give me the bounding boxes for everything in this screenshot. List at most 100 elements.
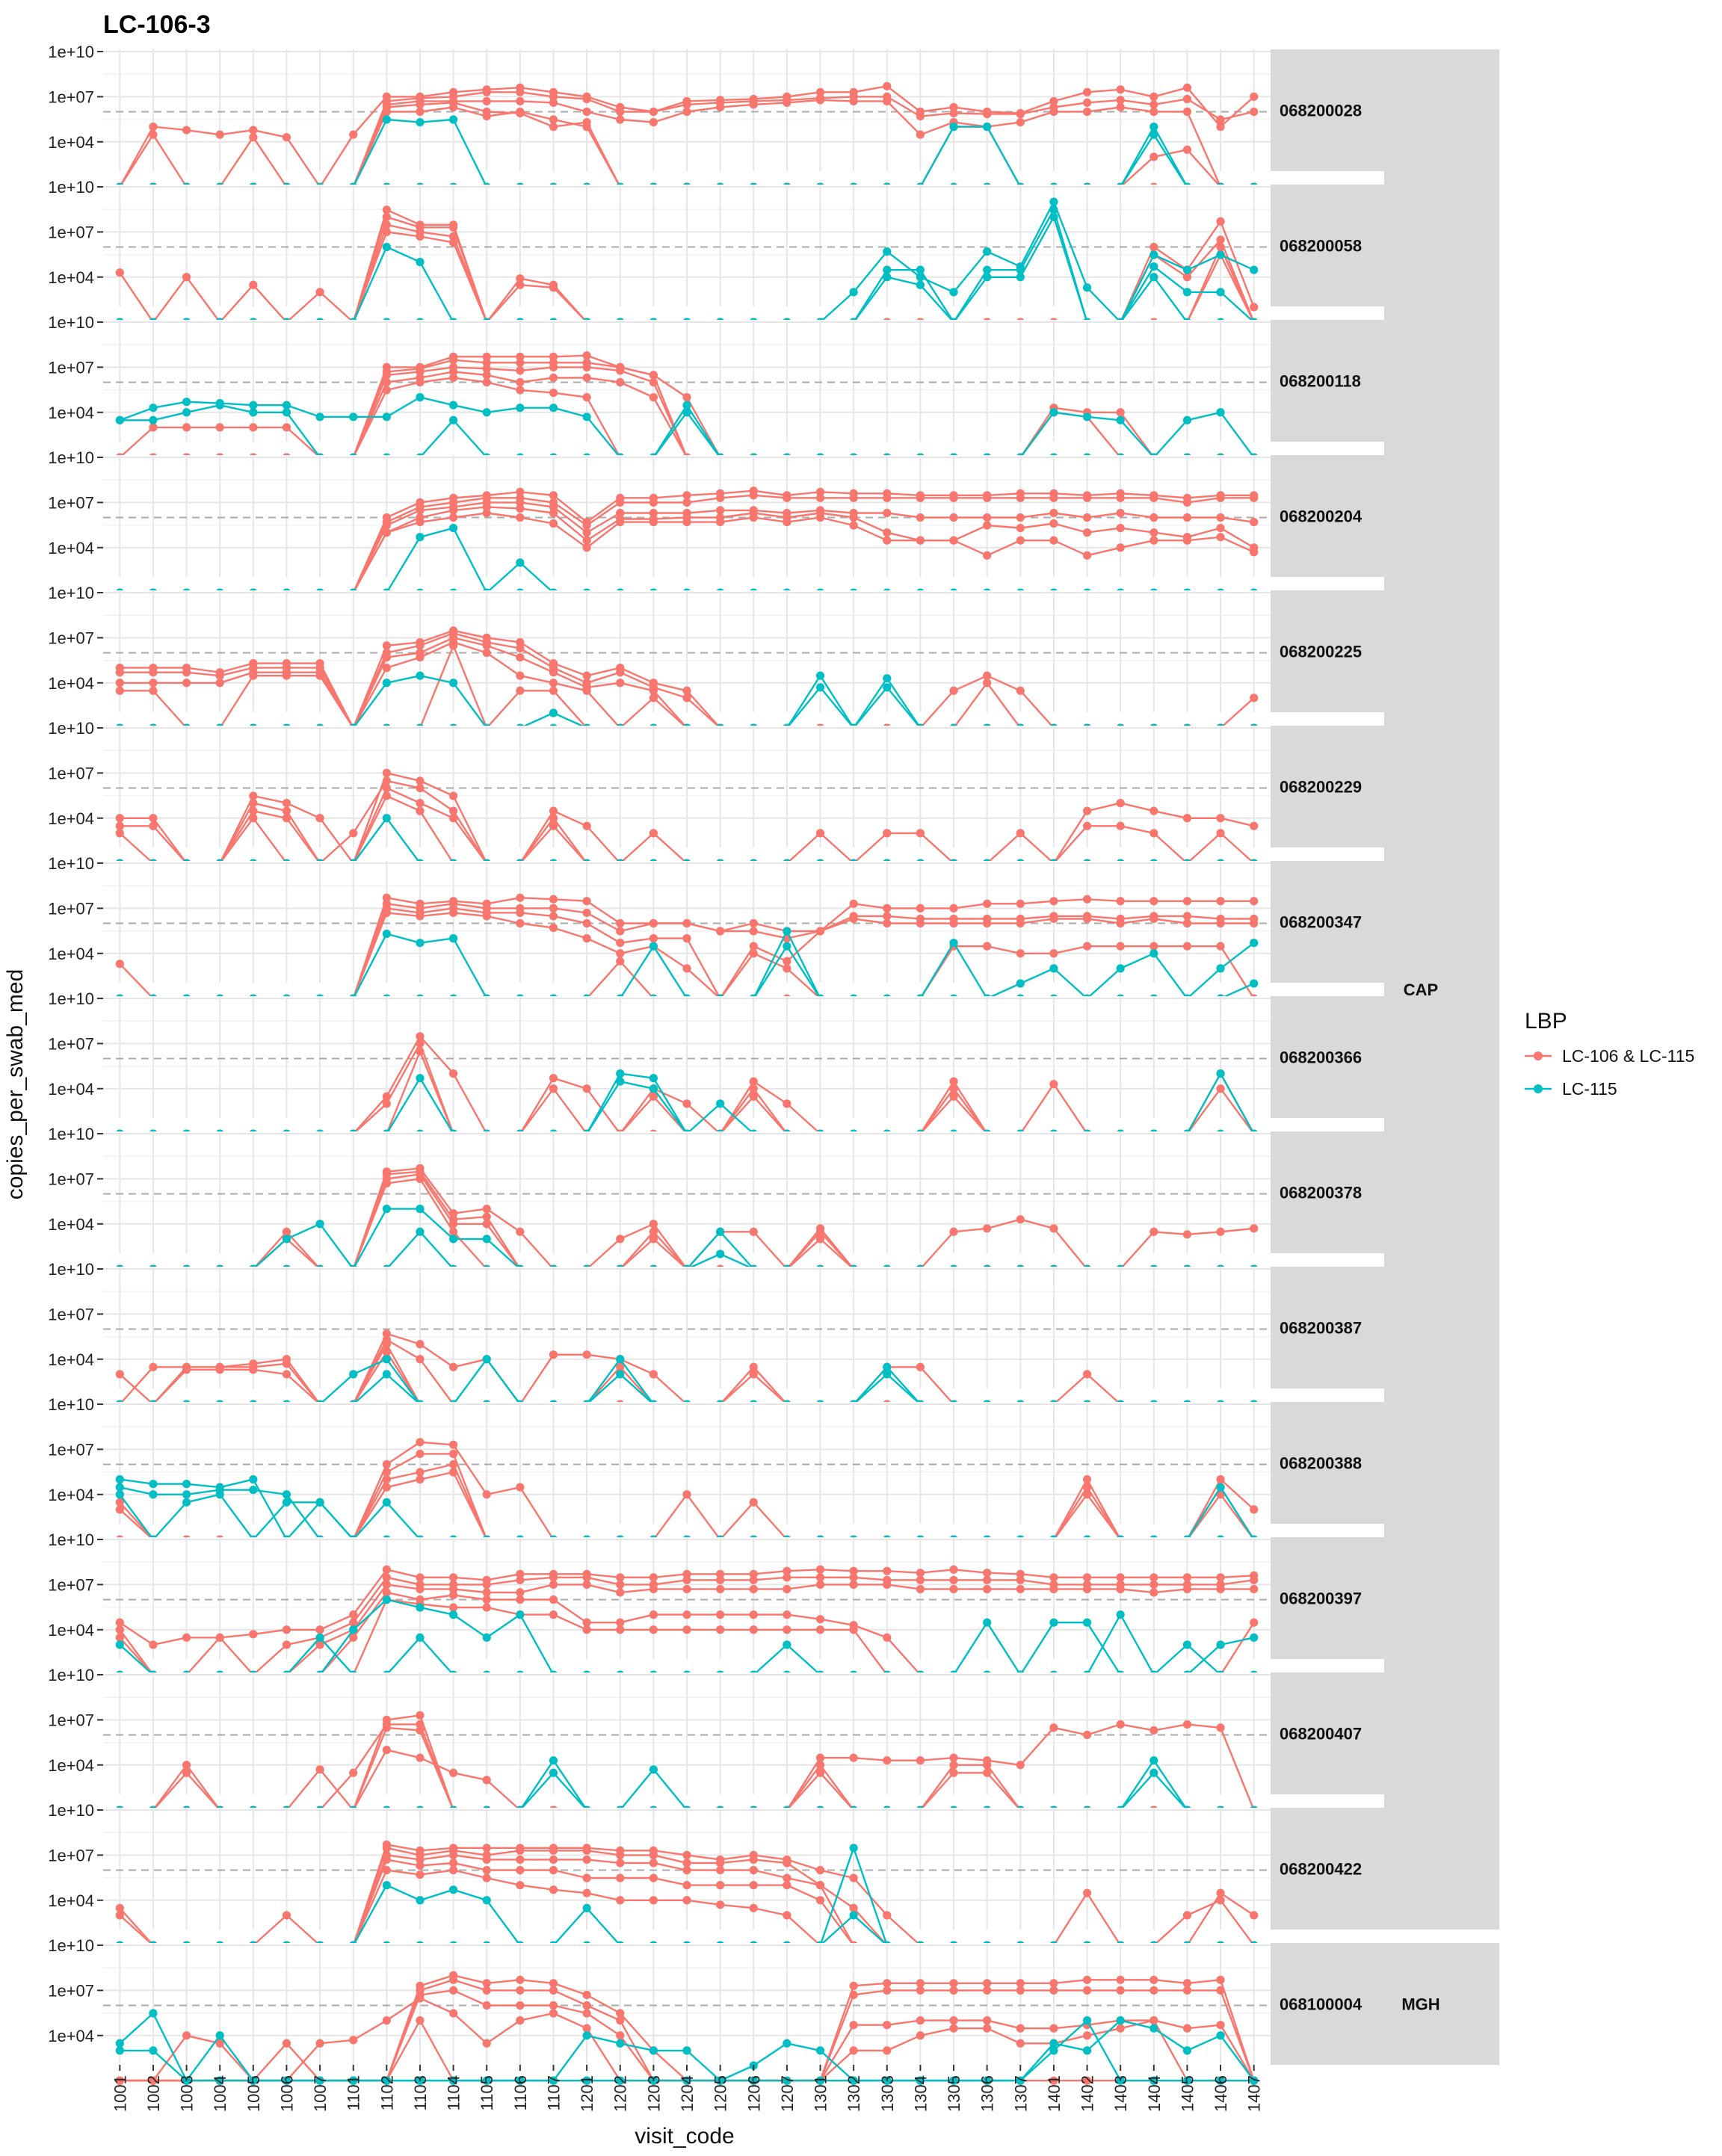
data-point xyxy=(516,513,525,522)
data-point xyxy=(616,949,625,958)
data-point xyxy=(783,98,791,107)
data-point xyxy=(1182,942,1192,951)
data-point xyxy=(649,1896,658,1905)
data-point xyxy=(949,513,958,522)
data-point xyxy=(516,643,525,653)
data-point xyxy=(1216,814,1225,823)
data-point xyxy=(983,1768,992,1777)
data-point xyxy=(716,1575,725,1584)
data-point xyxy=(1216,1227,1225,1236)
data-point xyxy=(983,679,992,688)
data-point xyxy=(382,413,391,421)
data-point xyxy=(582,671,591,680)
data-point xyxy=(549,1074,558,1083)
data-point xyxy=(382,1370,391,1379)
data-point xyxy=(1149,262,1158,271)
data-point xyxy=(582,94,591,104)
data-point xyxy=(1049,107,1058,117)
data-point xyxy=(1149,107,1158,117)
data-point xyxy=(1250,493,1259,502)
data-point xyxy=(382,1099,391,1108)
data-point xyxy=(449,115,458,124)
data-point xyxy=(549,2001,558,2010)
data-point xyxy=(516,366,525,375)
data-point xyxy=(249,408,258,417)
data-point xyxy=(516,1588,525,1597)
data-point xyxy=(349,1633,358,1642)
data-point xyxy=(1216,1584,1225,1594)
data-point xyxy=(549,814,558,823)
data-point xyxy=(1149,130,1158,139)
data-point xyxy=(416,1994,425,2003)
data-point xyxy=(349,1610,358,1619)
data-point xyxy=(716,1865,725,1875)
data-point xyxy=(682,498,691,507)
data-point xyxy=(182,1768,191,1777)
panel: 1e+04 1e+07 1e+10 068200397 xyxy=(48,1530,1384,1679)
data-point xyxy=(749,949,758,958)
y-tick-label: 1e+04 xyxy=(48,1756,94,1775)
y-tick-label: 1e+07 xyxy=(48,1034,94,1053)
data-point xyxy=(649,1092,658,1101)
data-point xyxy=(382,1844,391,1853)
data-point xyxy=(516,2001,525,2010)
data-point xyxy=(1049,2076,1058,2085)
data-point xyxy=(516,686,525,695)
data-point xyxy=(649,508,658,518)
data-point xyxy=(449,1859,458,1868)
data-point xyxy=(416,517,425,527)
data-point xyxy=(616,2016,625,2025)
data-point xyxy=(1116,918,1125,928)
data-point xyxy=(649,2046,658,2055)
x-axis-title: visit_code xyxy=(635,2124,734,2149)
data-point xyxy=(1250,979,1259,988)
x-tick-label: 1406 xyxy=(1212,2075,1230,2112)
data-point xyxy=(849,288,858,297)
x-axis: 1001 1002 1003 1004 1005 1006 1007 1101 1102 1103… xyxy=(111,2065,1264,2112)
data-point xyxy=(1250,548,1259,557)
data-point xyxy=(516,1610,525,1619)
data-point xyxy=(482,1896,491,1905)
data-point xyxy=(449,367,458,377)
data-point xyxy=(416,1032,425,1041)
x-tick-label: 1207 xyxy=(778,2075,797,2112)
data-point xyxy=(883,528,892,537)
data-point xyxy=(749,1498,758,1507)
data-point xyxy=(916,536,925,545)
data-point xyxy=(582,373,591,383)
data-point xyxy=(349,1618,358,1627)
panel: 1e+04 1e+07 1e+10 068200118 xyxy=(48,313,1384,462)
data-point xyxy=(983,671,992,680)
data-point xyxy=(1182,912,1192,921)
data-point xyxy=(1250,265,1259,274)
data-point xyxy=(883,1911,892,1920)
data-point xyxy=(1182,498,1192,507)
data-point xyxy=(215,130,224,139)
data-point xyxy=(1116,942,1125,951)
data-point xyxy=(416,1227,425,1236)
data-point xyxy=(549,1865,558,1875)
data-point xyxy=(849,899,858,908)
data-point xyxy=(449,1975,458,1984)
data-point xyxy=(1049,1979,1058,1988)
y-tick-label: 1e+07 xyxy=(48,1846,94,1865)
data-point xyxy=(1149,100,1158,109)
x-tick-label: 1402 xyxy=(1078,2075,1097,2112)
data-point xyxy=(1182,1979,1192,1988)
data-point xyxy=(1049,897,1058,906)
data-point xyxy=(249,133,258,142)
data-point xyxy=(1216,1069,1225,1078)
data-point xyxy=(282,799,291,808)
data-point xyxy=(549,806,558,815)
data-point xyxy=(649,1370,658,1379)
y-tick-label: 1e+04 xyxy=(48,268,94,287)
data-point xyxy=(682,918,691,928)
y-tick-label: 1e+07 xyxy=(48,1575,94,1594)
data-point xyxy=(315,1498,324,1507)
data-point xyxy=(349,1768,358,1777)
data-point xyxy=(516,280,525,289)
data-point xyxy=(883,493,892,502)
data-point xyxy=(1149,92,1158,101)
data-point xyxy=(516,1575,525,1584)
data-point xyxy=(1149,1227,1158,1236)
